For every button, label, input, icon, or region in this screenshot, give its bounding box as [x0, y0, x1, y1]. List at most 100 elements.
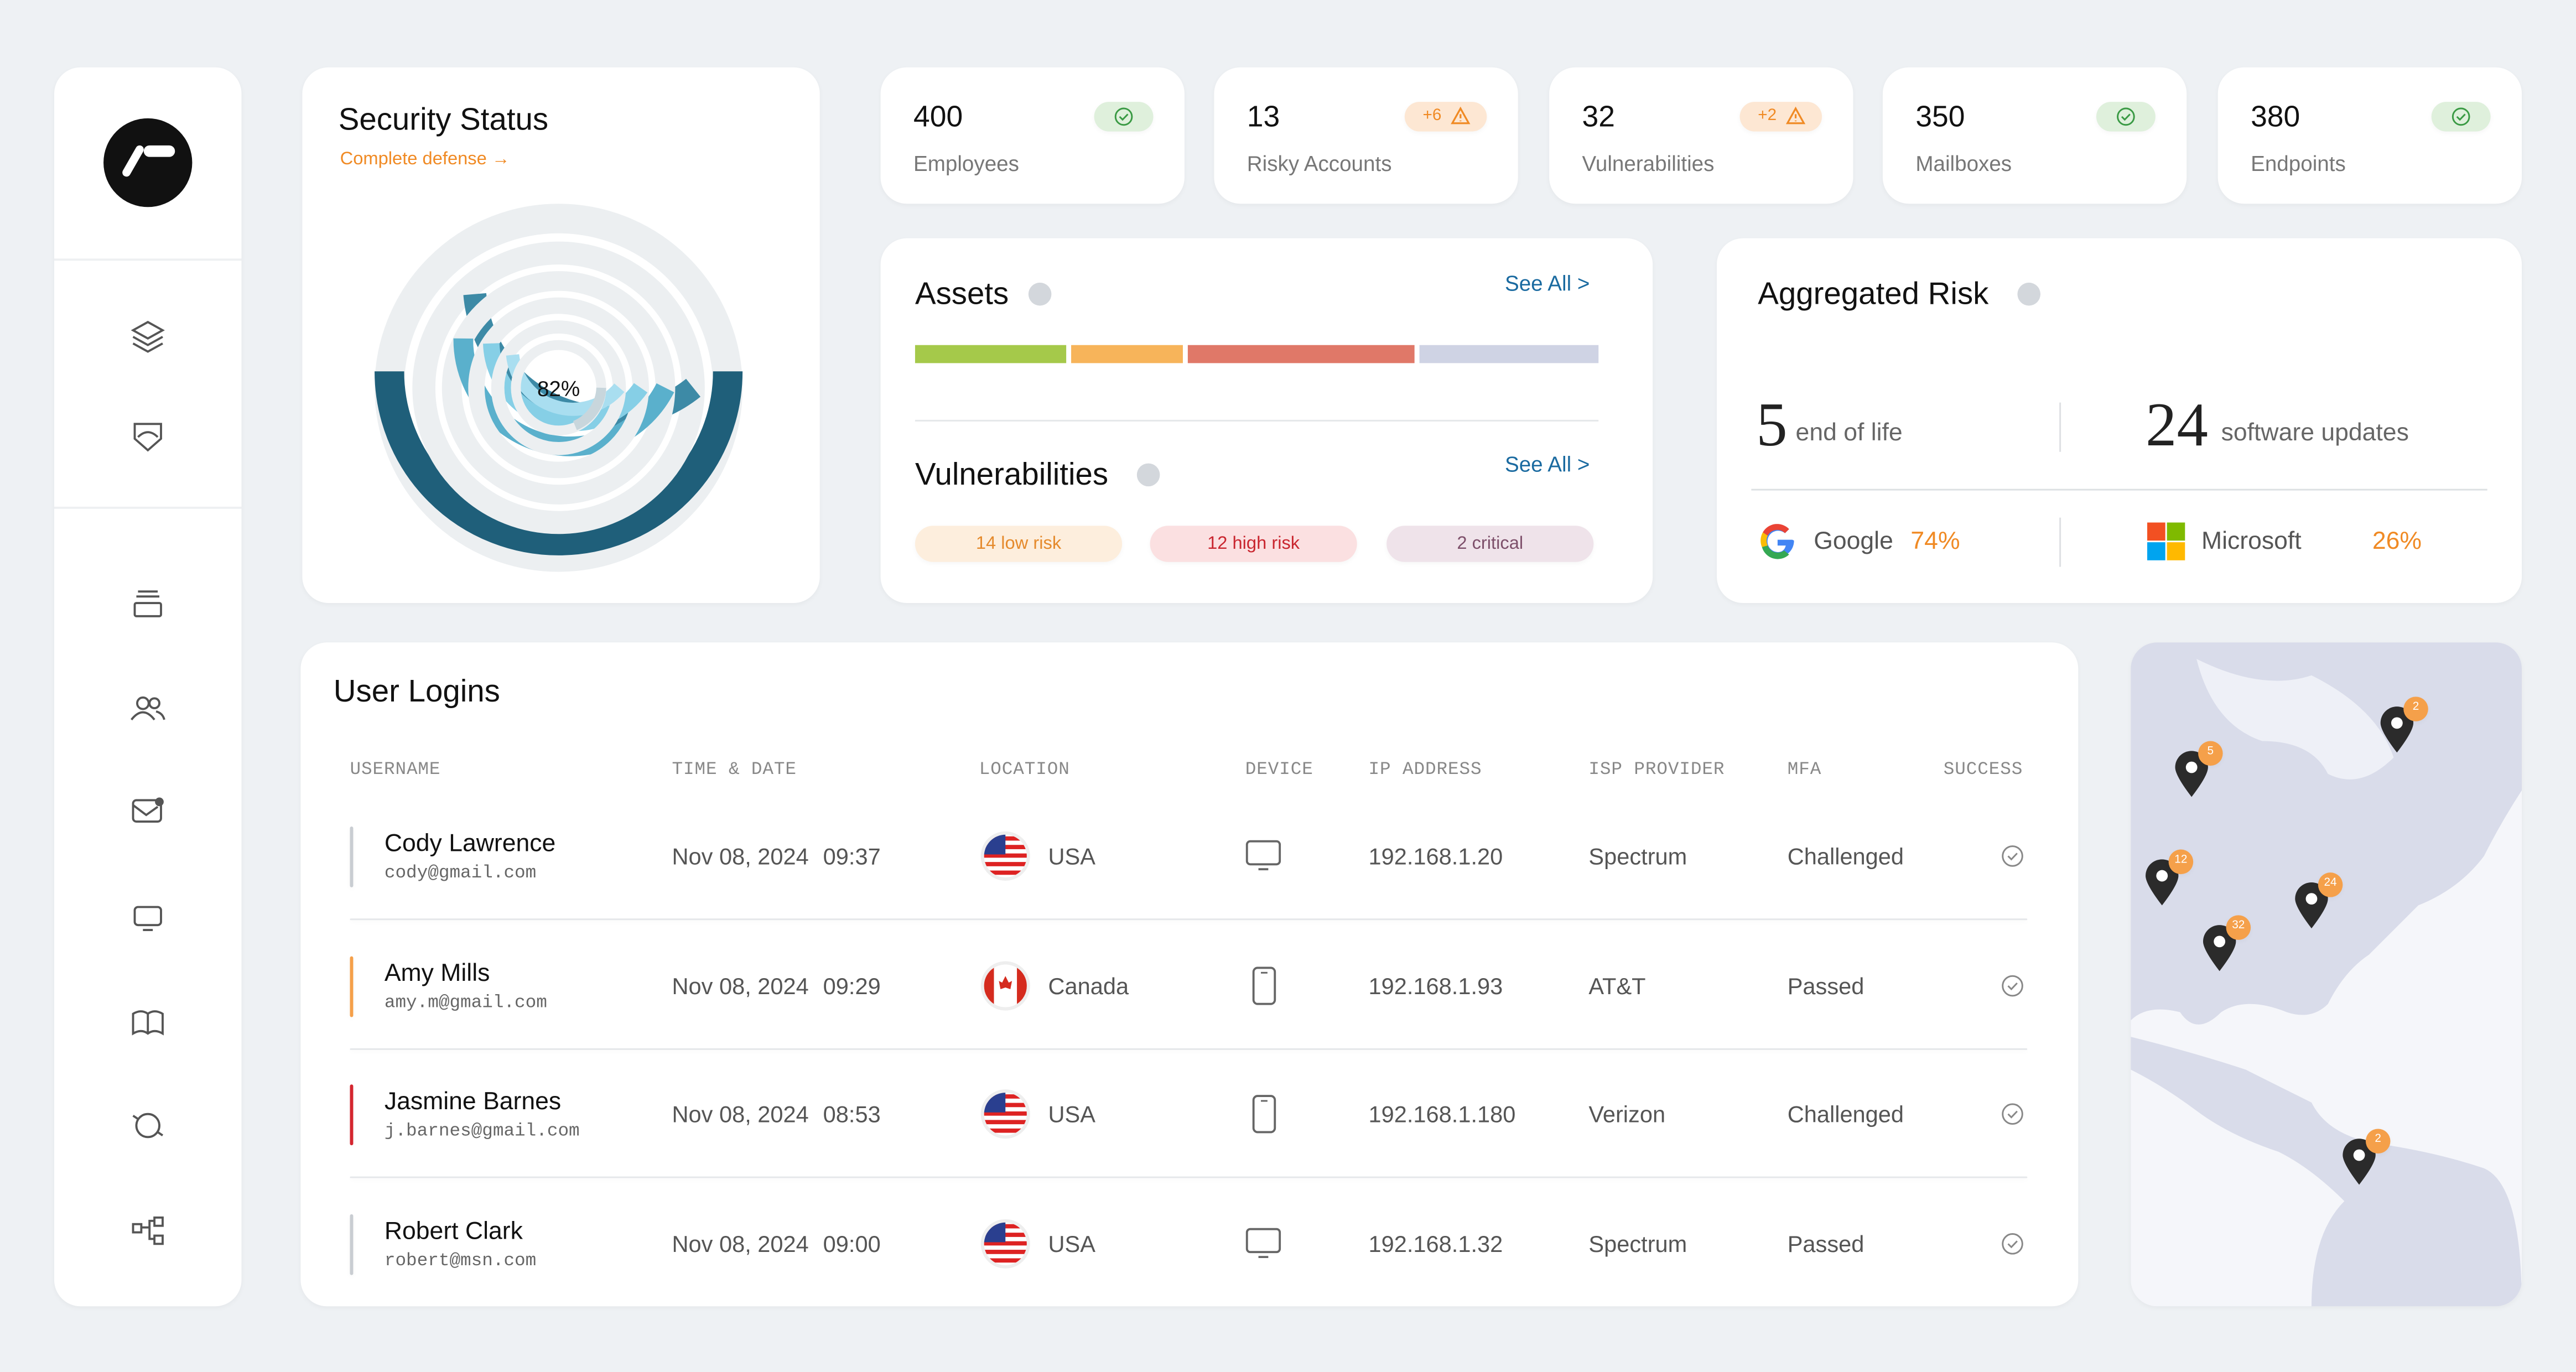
pin-count: 12 — [2174, 854, 2188, 866]
column-header: IP ADDRESS — [1368, 761, 1482, 781]
user-name: Cody Lawrence — [384, 829, 556, 858]
login-date: Nov 08, 2024 — [672, 1100, 809, 1127]
column-header: DEVICE — [1245, 761, 1313, 781]
warning-icon — [1785, 106, 1806, 124]
user-email: amy.m@gmail.com — [384, 993, 547, 1014]
pin-count: 2 — [2412, 701, 2419, 714]
status-bar — [350, 955, 354, 1017]
mfa: Passed — [1787, 971, 1865, 999]
login-date: Nov 08, 2024 — [672, 843, 809, 870]
flag-icon — [980, 1089, 1030, 1139]
stat-label: Employees — [913, 151, 1019, 176]
risk-tag-text: 2 critical — [1457, 534, 1524, 554]
risk-tag-text: 12 high risk — [1207, 534, 1300, 554]
check-icon — [1114, 107, 1133, 126]
pin-count: 32 — [2232, 920, 2245, 932]
user-email: cody@gmail.com — [384, 864, 537, 884]
map-pin — [2175, 751, 2208, 797]
see-all[interactable]: See All > — [1504, 451, 1590, 477]
link[interactable]: Complete defense → — [340, 149, 510, 169]
success-icon — [2002, 974, 2023, 996]
pin-badge — [2403, 697, 2428, 721]
column-header: LOCATION — [979, 761, 1070, 781]
mfa: Challenged — [1787, 843, 1904, 870]
pin-count: 2 — [2375, 1134, 2382, 1146]
risk-tag: 14 low risk — [915, 526, 1123, 562]
stat-card: 13 Risky Accounts +6 — [1214, 67, 1518, 204]
login-time: 08:53 — [823, 1100, 881, 1127]
sidebar — [54, 67, 242, 1307]
user-logins-card: User Logins USERNAME TIME & DATE LOCATION D… — [300, 642, 2079, 1307]
column-header: MFA — [1787, 761, 1822, 781]
card-title: Assets — [915, 277, 1009, 313]
badge — [2431, 102, 2491, 132]
row-divider — [350, 1047, 2028, 1049]
isp: Spectrum — [1588, 843, 1687, 870]
risk-tag: 12 high risk — [1150, 526, 1357, 562]
map — [2131, 642, 2522, 1307]
badge — [1094, 102, 1154, 132]
device-icon — [1252, 965, 1276, 1005]
vendor-share: 74% — [1910, 527, 1960, 555]
card-title: Security Status — [338, 103, 549, 138]
stat-label: Mailboxes — [1915, 151, 2012, 176]
login-date: Nov 08, 2024 — [672, 1230, 809, 1256]
metric-label: end of life — [1795, 419, 1903, 447]
column-header: TIME & DATE — [672, 761, 797, 781]
risk-tag: 2 critical — [1386, 526, 1594, 562]
stat-label: Endpoints — [2251, 151, 2346, 176]
flag-icon — [980, 831, 1030, 881]
login-time: 09:00 — [823, 1230, 881, 1256]
check-icon — [2117, 107, 2135, 126]
success-icon — [2002, 1232, 2023, 1254]
stat-card: 32 Vulnerabilities +2 — [1549, 67, 1853, 204]
center-label: 82% — [537, 376, 580, 401]
login-date: Nov 08, 2024 — [672, 971, 809, 999]
stat-value: 380 — [2251, 100, 2300, 133]
column-header: ISP PROVIDER — [1588, 761, 1725, 781]
device-icon — [1245, 840, 1281, 871]
metric-value: 5 — [1756, 391, 1788, 460]
mfa: Passed — [1787, 1230, 1865, 1256]
stat-card: 350 Mailboxes — [1882, 67, 2187, 204]
pin-badge — [2365, 1129, 2391, 1154]
flag-icon — [980, 960, 1030, 1010]
ip-address: 192.168.1.20 — [1368, 843, 1503, 870]
user-name: Jasmine Barnes — [384, 1088, 562, 1116]
vendor-name: Google — [1814, 527, 1893, 555]
map-card: 5 2 12 24 32 2 — [2131, 642, 2522, 1307]
flag-icon — [980, 1218, 1030, 1268]
isp: Spectrum — [1588, 1230, 1687, 1256]
badge-text: +6 — [1422, 107, 1442, 125]
isp: Verizon — [1588, 1100, 1666, 1127]
pin-badge — [2318, 872, 2343, 897]
risk-decor — [1751, 282, 2487, 567]
user-email: robert@msn.com — [384, 1251, 537, 1271]
stat-label: Vulnerabilities — [1582, 151, 1715, 176]
success-icon — [2002, 845, 2023, 867]
stat-label: Risky Accounts — [1247, 151, 1392, 176]
pin-badge — [2198, 741, 2223, 766]
location: USA — [1048, 1100, 1095, 1127]
assets-card: Assets See All > Vulnerabilities See All… — [880, 238, 1653, 604]
see-all[interactable]: See All > — [1504, 271, 1590, 296]
status-bar — [350, 826, 354, 887]
stat-card: 400 Employees — [880, 67, 1185, 204]
mfa: Challenged — [1787, 1100, 1904, 1127]
vendor-name: Microsoft — [2201, 527, 2302, 555]
ip-address: 192.168.1.32 — [1368, 1230, 1503, 1256]
card-title: User Logins — [333, 675, 500, 710]
badge: +2 — [1739, 102, 1822, 132]
user-email: j.barnes@gmail.com — [384, 1122, 580, 1142]
badge — [2096, 102, 2156, 132]
pin-badge — [2168, 849, 2194, 875]
location: USA — [1048, 1230, 1095, 1256]
stat-value: 32 — [1582, 100, 1616, 133]
stat-value: 400 — [913, 100, 963, 133]
metric-value: 24 — [2146, 391, 2208, 460]
isp: AT&T — [1588, 971, 1646, 999]
sidebar-icons — [54, 118, 242, 1245]
user-name: Robert Clark — [384, 1217, 523, 1245]
card-title: Aggregated Risk — [1758, 277, 1989, 313]
